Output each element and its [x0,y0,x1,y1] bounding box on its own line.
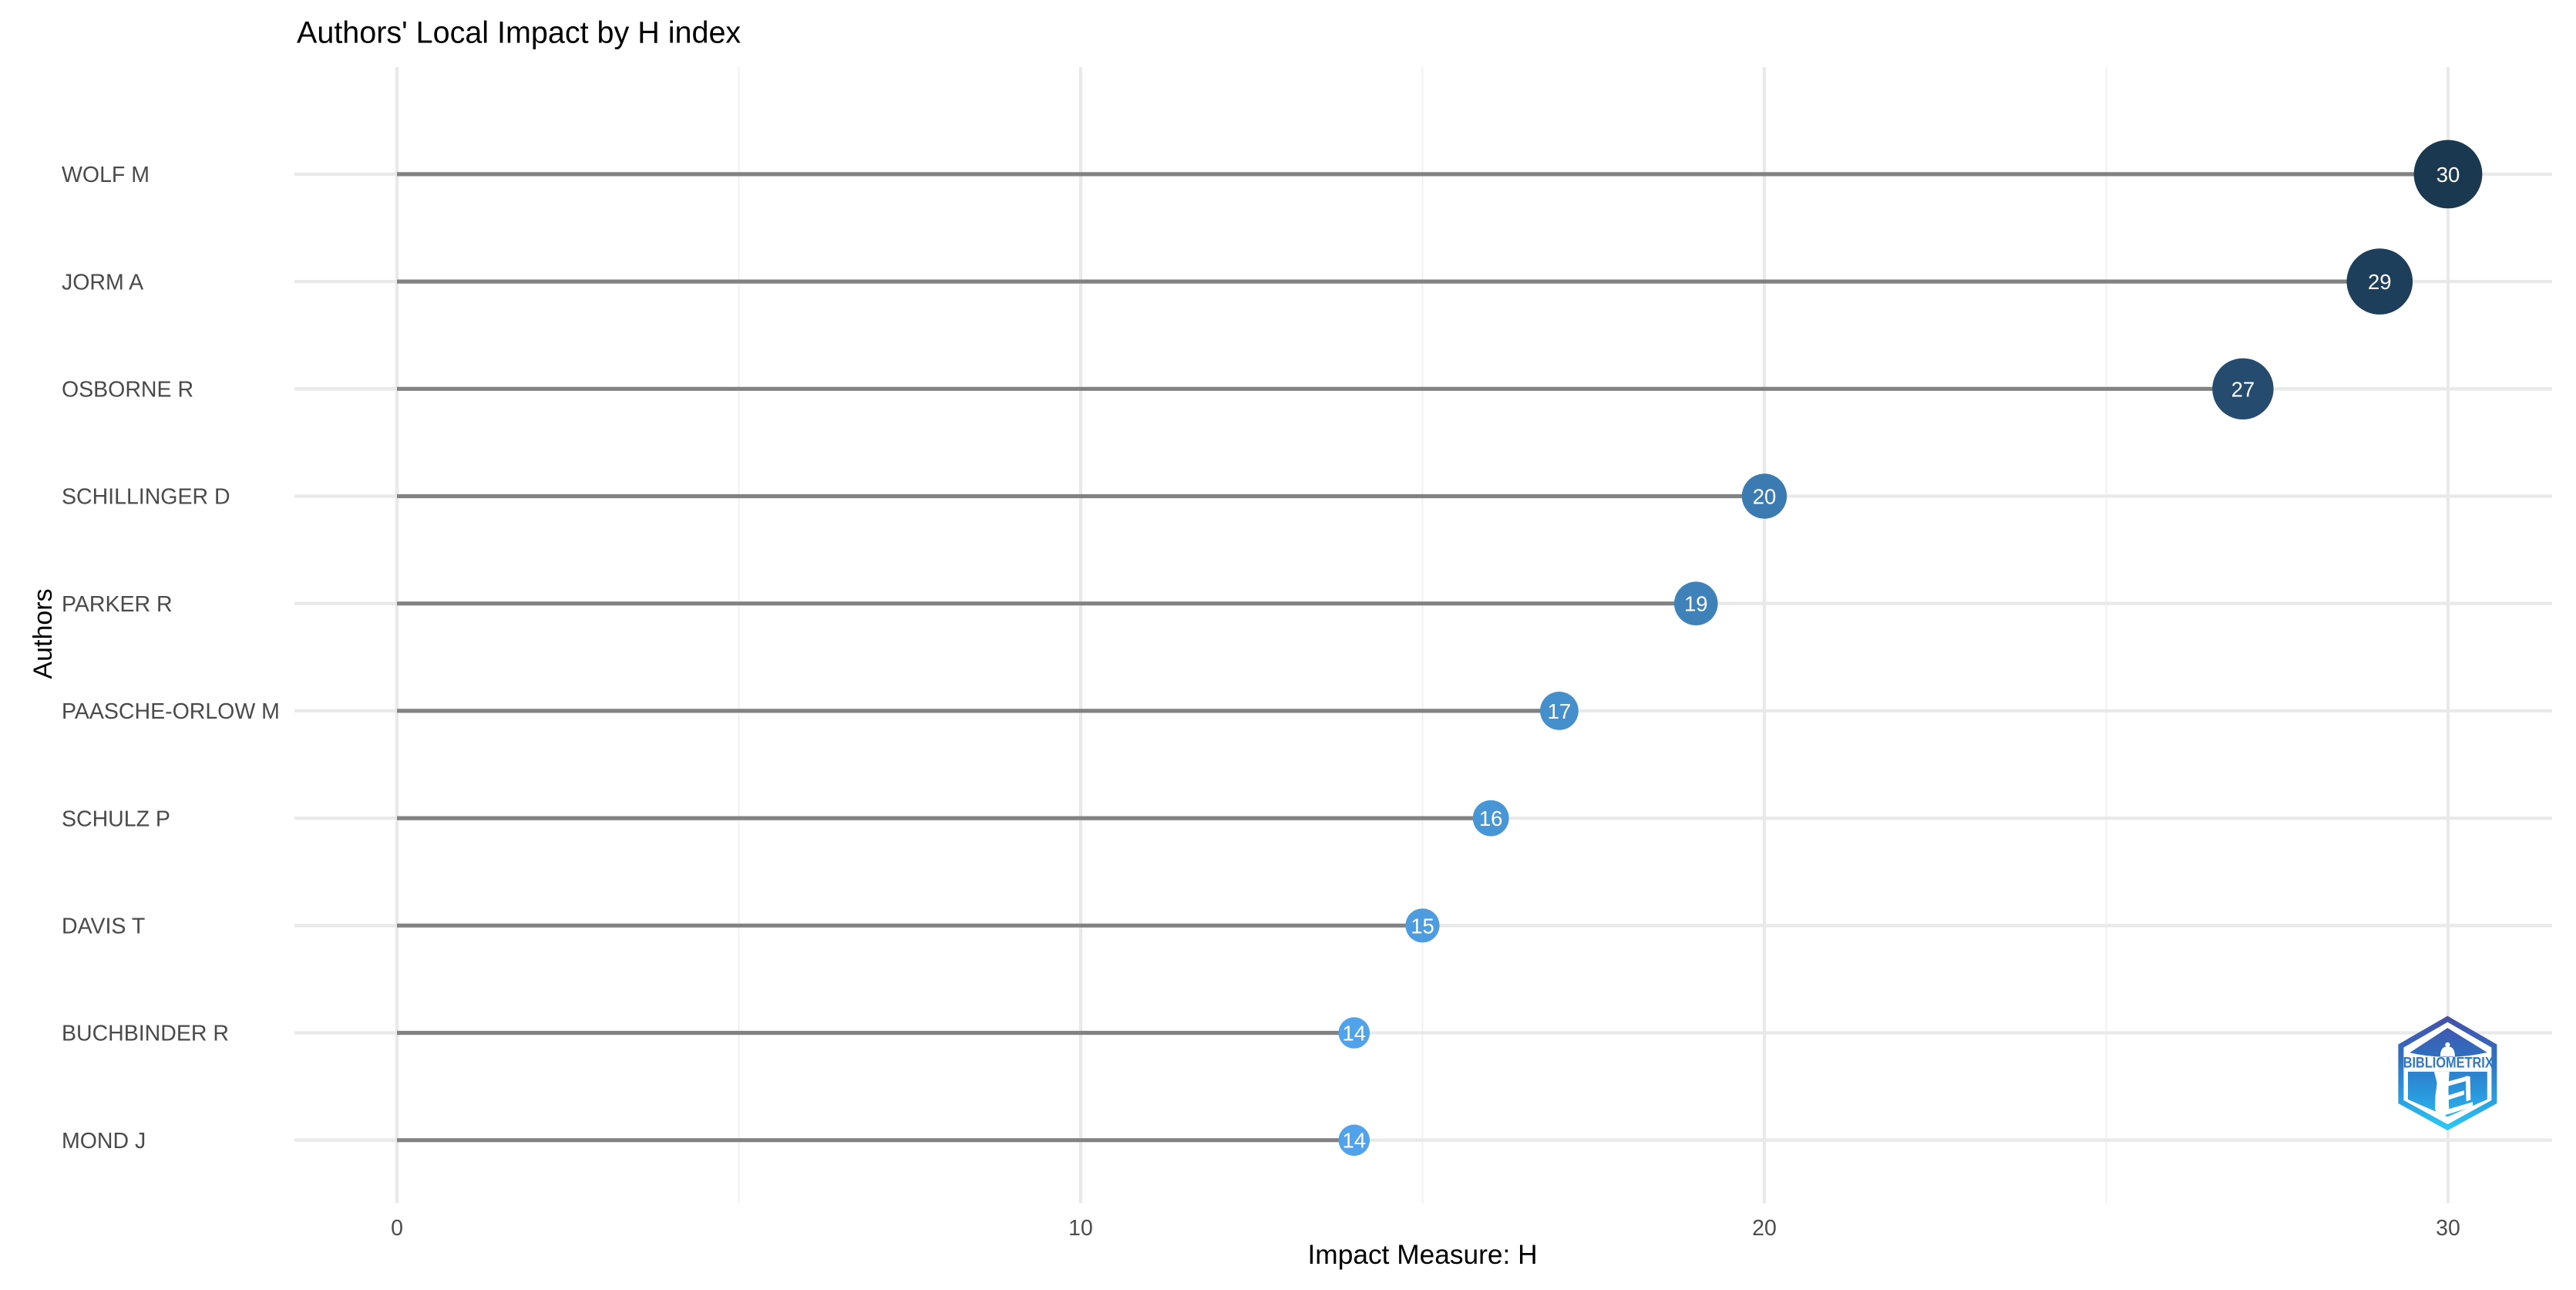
svg-text:BIBLIOMETRIX: BIBLIOMETRIX [2403,1056,2494,1072]
svg-text:30: 30 [2436,163,2460,187]
svg-text:27: 27 [2231,377,2255,401]
svg-text:OSBORNE R: OSBORNE R [62,378,193,402]
svg-text:10: 10 [1068,1216,1093,1241]
svg-text:PAASCHE-ORLOW M: PAASCHE-ORLOW M [62,699,280,724]
svg-text:Authors: Authors [29,588,58,679]
svg-text:29: 29 [2368,270,2392,294]
svg-text:14: 14 [1343,1022,1367,1046]
svg-text:DAVIS T: DAVIS T [62,914,145,939]
svg-text:MOND J: MOND J [62,1129,146,1154]
svg-text:16: 16 [1479,807,1503,830]
svg-text:Authors' Local Impact by H ind: Authors' Local Impact by H index [297,16,741,50]
svg-text:20: 20 [1753,485,1777,509]
svg-text:BUCHBINDER R: BUCHBINDER R [62,1022,229,1046]
svg-text:Impact Measure: H: Impact Measure: H [1308,1240,1538,1270]
svg-text:JORM A: JORM A [62,270,143,295]
svg-text:PARKER R: PARKER R [62,592,173,617]
svg-text:WOLF M: WOLF M [62,163,150,187]
svg-text:15: 15 [1411,914,1434,938]
svg-text:SCHULZ P: SCHULZ P [62,807,170,831]
svg-text:30: 30 [2436,1216,2460,1241]
svg-text:0: 0 [391,1216,403,1241]
svg-text:20: 20 [1752,1216,1777,1241]
svg-text:SCHILLINGER D: SCHILLINGER D [62,485,230,510]
svg-text:14: 14 [1343,1129,1367,1153]
svg-text:19: 19 [1684,592,1708,616]
svg-text:17: 17 [1548,699,1572,723]
